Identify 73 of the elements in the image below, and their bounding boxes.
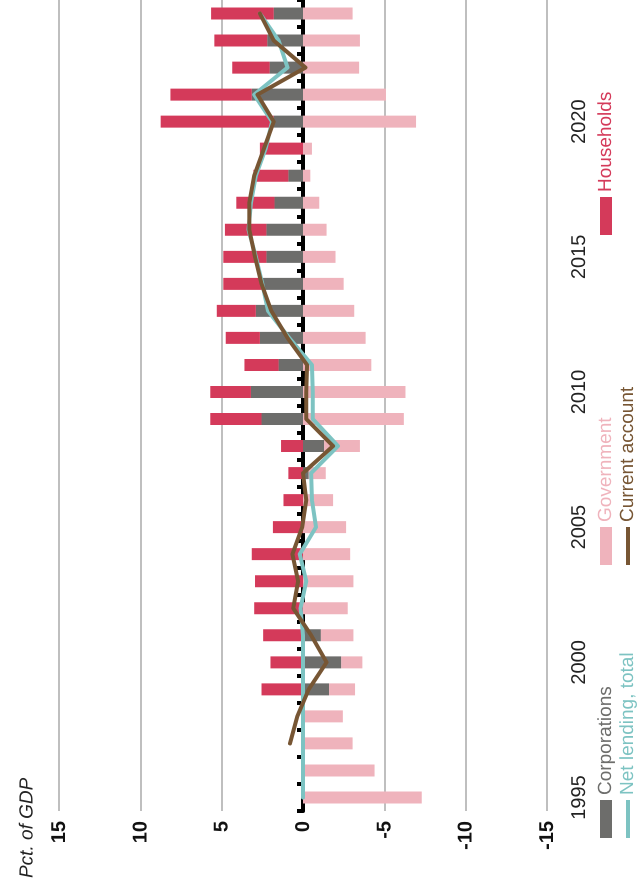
bar: [266, 224, 303, 236]
bar: [303, 116, 416, 128]
bar: [303, 332, 366, 344]
bar: [281, 440, 303, 452]
text: Net lending, total: [617, 652, 638, 795]
y-tick-label: 2020: [568, 99, 590, 144]
bar: [303, 304, 354, 317]
bar: [303, 196, 320, 209]
bar: [211, 8, 274, 20]
bar: [214, 34, 268, 47]
bar: [288, 467, 303, 480]
y-tick-label: 2005: [568, 504, 590, 550]
bar: [303, 575, 354, 588]
bar: [341, 656, 362, 668]
bar: [303, 386, 406, 398]
bar: [170, 88, 252, 101]
x-tick-label: -10: [454, 821, 477, 850]
bar: [274, 196, 303, 209]
text: Government: [595, 417, 616, 522]
bar: [303, 764, 375, 776]
bar: [320, 629, 354, 642]
x-tick-label: 10: [129, 821, 152, 844]
bar: [288, 170, 303, 182]
bar: [303, 791, 422, 804]
bar: [250, 386, 303, 398]
x-tick-label: -5: [373, 821, 396, 839]
bar: [223, 278, 262, 290]
bar: [329, 683, 356, 696]
x-tick-label: 0: [292, 821, 314, 832]
bar: [303, 170, 310, 182]
bar: [303, 440, 324, 452]
bar: [283, 494, 303, 506]
bar: [262, 413, 303, 426]
bar: [266, 250, 303, 263]
bar: [244, 358, 279, 371]
y-tick-label: 2015: [568, 234, 590, 280]
bar: [278, 358, 303, 371]
bar: [303, 278, 344, 290]
bar: [303, 710, 343, 722]
bar: [303, 737, 353, 750]
bar: [216, 304, 256, 317]
bar: [303, 8, 353, 20]
y-axis-title: Pct. of GDP: [16, 777, 38, 878]
bar: [274, 116, 303, 128]
bar: [160, 116, 274, 128]
bar: [303, 34, 360, 47]
y-tick-label: 1995: [568, 775, 590, 820]
x-tick-label: -15: [536, 821, 558, 850]
bar: [303, 88, 386, 101]
bar: [262, 683, 303, 696]
y-tick-label: 2010: [568, 370, 590, 414]
bar: [303, 250, 336, 263]
bar: [210, 413, 262, 426]
text: Corporations: [595, 686, 616, 795]
x-tick-label: 15: [48, 821, 70, 844]
bar: [274, 8, 303, 20]
text: Households: [595, 92, 616, 192]
bar: [303, 62, 360, 74]
bar: [303, 548, 350, 560]
text: Current account: [617, 386, 638, 522]
bar: [232, 62, 270, 74]
bar: [226, 332, 260, 344]
bar: [263, 629, 303, 642]
bar: [270, 656, 303, 668]
bar: [210, 386, 251, 398]
bar: [303, 413, 404, 426]
bar: [255, 575, 303, 588]
y-tick-label: 2000: [568, 640, 590, 685]
bar: [262, 278, 303, 290]
bar: [303, 142, 312, 155]
bar: [303, 602, 348, 614]
x-tick-label: 5: [210, 821, 233, 832]
bar: [303, 224, 327, 236]
